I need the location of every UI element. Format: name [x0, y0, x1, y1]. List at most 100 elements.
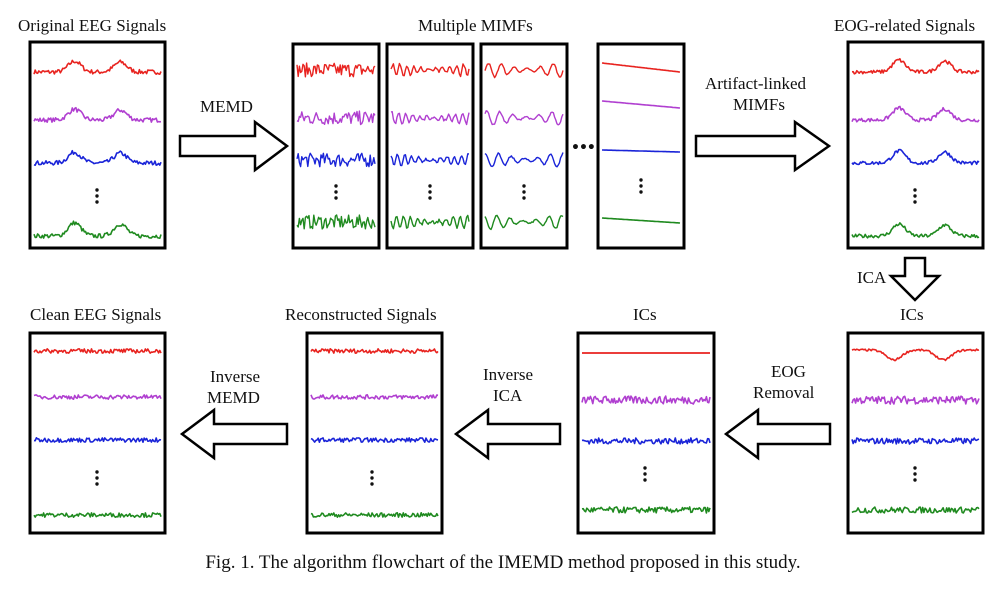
original-trace-3	[33, 149, 162, 166]
mimf1-trace-4	[296, 214, 376, 230]
panel-mimf-last	[596, 42, 686, 250]
reconstructed-trace-2	[310, 394, 439, 400]
mimf1-ellipsis-dot-3	[334, 196, 338, 200]
eog-related-trace-1	[851, 58, 980, 75]
reconstructed-trace-3	[310, 437, 439, 443]
label-clean-eeg: Clean EEG Signals	[30, 305, 161, 324]
ics-right-trace-3	[851, 437, 980, 445]
label-original-eeg: Original EEG Signals	[18, 16, 166, 35]
panel-ics-right	[846, 331, 985, 535]
label-ics-mid: ICs	[633, 305, 657, 324]
eog-related-trace-2	[851, 105, 980, 123]
mimf1-trace-1	[296, 62, 376, 78]
clean-ellipsis-dot-3	[95, 482, 99, 486]
original-trace-4	[33, 220, 162, 239]
ica-arrow-shape	[887, 256, 943, 302]
reconstructed-ellipsis-dot-1	[370, 470, 374, 474]
ics-right-trace-4	[851, 506, 980, 514]
inverse-memd-arrow-shape	[179, 407, 289, 461]
inverse-ica-label-2: ICA	[493, 386, 523, 405]
ics-right-trace-2	[851, 395, 980, 405]
eog-related-trace-3	[851, 148, 980, 166]
ellipsis-mimfs: •••	[571, 140, 595, 156]
eog-removal-label-2: Removal	[753, 383, 815, 402]
reconstructed-ellipsis-dot-3	[370, 482, 374, 486]
mimf3-ellipsis-dot-1	[522, 184, 526, 188]
mimf1-ellipsis-dot-2	[334, 190, 338, 194]
ics-right-ellipsis-dot-1	[913, 466, 917, 470]
mimf3-ellipsis-dot-3	[522, 196, 526, 200]
inverse-ica-arrow-shape	[453, 407, 562, 461]
clean-trace-1	[33, 348, 162, 354]
ics-mid-trace-3	[581, 437, 711, 445]
mimf2-trace-3	[390, 153, 470, 167]
artifact-arrow-label-2: MIMFs	[733, 95, 785, 114]
original-trace-2	[33, 106, 162, 123]
eog-related-trace-4	[851, 222, 980, 239]
signal-traces	[33, 58, 980, 518]
clean-trace-2	[33, 394, 162, 400]
eog-related-ellipsis-dot-1	[913, 188, 917, 192]
eog-removal-label-1: EOG	[771, 362, 806, 381]
eog-removal-arrow-shape	[723, 407, 832, 461]
panel-mimf-3	[479, 42, 569, 250]
artifact-arrow-label-1: Artifact-linked	[705, 74, 807, 93]
mimf-last-trace-2	[601, 100, 681, 109]
ics-mid-ellipsis-dot-1	[643, 466, 647, 470]
label-eog-related: EOG-related Signals	[834, 16, 975, 35]
original-trace-1	[33, 59, 162, 75]
inverse-memd-label-2: MEMD	[207, 388, 260, 407]
mimf-last-ellipsis-dot-2	[639, 184, 643, 188]
panel-clean-eeg	[28, 331, 167, 535]
ics-mid-ellipsis-dot-2	[643, 472, 647, 476]
mimf-last-ellipsis-dot-1	[639, 178, 643, 182]
mimf1-trace-3	[296, 152, 376, 168]
mimf-last-trace-3	[602, 149, 680, 153]
mimf1-trace-2	[296, 110, 376, 126]
figure-caption: Fig. 1. The algorithm flowchart of the I…	[205, 552, 801, 573]
ica-arrow-label: ICA	[857, 268, 887, 287]
label-ics-right: ICs	[900, 305, 924, 324]
original-ellipsis-dot-3	[95, 200, 99, 204]
mimf-last-trace-4	[601, 217, 681, 224]
mimf2-ellipsis-dot-1	[428, 184, 432, 188]
label-multiple-mimfs: Multiple MIMFs	[418, 16, 533, 35]
mimf1-ellipsis-dot-1	[334, 184, 338, 188]
mimf-last-trace-1	[601, 62, 681, 73]
mimf2-trace-4	[390, 214, 470, 230]
mimf-last-ellipsis-dot-3	[639, 190, 643, 194]
clean-trace-4	[33, 512, 162, 518]
eog-related-ellipsis-dot-2	[913, 194, 917, 198]
reconstructed-trace-4	[310, 511, 439, 518]
mimf2-ellipsis-dot-3	[428, 196, 432, 200]
ics-mid-ellipsis-dot-3	[643, 478, 647, 482]
panel-original-eeg	[28, 40, 167, 250]
clean-trace-3	[33, 437, 162, 443]
mimf3-trace-3	[484, 152, 564, 168]
ics-mid-trace-2	[581, 395, 711, 405]
mimf2-trace-1	[390, 62, 470, 78]
eog-related-ellipsis-dot-3	[913, 200, 917, 204]
panel-mimf-1	[291, 42, 381, 250]
label-reconstructed: Reconstructed Signals	[285, 305, 437, 324]
memd-arrow-shape	[178, 119, 290, 173]
mimf3-ellipsis-dot-2	[522, 190, 526, 194]
clean-ellipsis-dot-1	[95, 470, 99, 474]
ics-right-ellipsis-dot-3	[913, 478, 917, 482]
ics-right-trace-1	[851, 348, 980, 362]
reconstructed-trace-1	[310, 348, 439, 354]
clean-ellipsis-dot-2	[95, 476, 99, 480]
artifact-arrow-shape	[694, 119, 832, 173]
mimf3-trace-2	[484, 110, 564, 126]
ics-right-ellipsis-dot-2	[913, 472, 917, 476]
original-ellipsis-dot-2	[95, 194, 99, 198]
panel-eog-related	[846, 40, 985, 250]
panel-reconstructed	[305, 331, 444, 535]
reconstructed-ellipsis-dot-2	[370, 476, 374, 480]
panel-mimf-2	[385, 42, 475, 250]
mimf3-trace-4	[484, 214, 564, 231]
mimf3-trace-1	[484, 63, 564, 79]
panel-ics-mid	[576, 331, 716, 535]
original-ellipsis-dot-1	[95, 188, 99, 192]
